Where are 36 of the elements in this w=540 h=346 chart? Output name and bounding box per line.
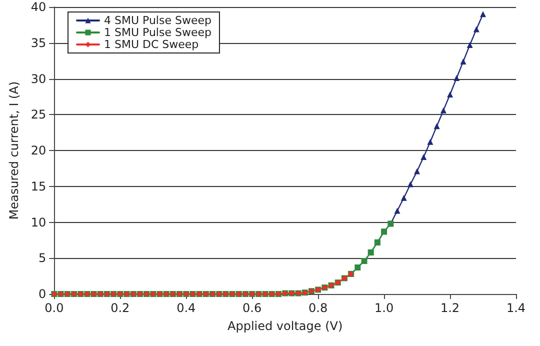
point	[454, 75, 460, 82]
y-tick-label: 40	[30, 0, 46, 14]
point	[427, 138, 434, 145]
point	[466, 42, 473, 48]
y-tick-label: 35	[30, 36, 46, 50]
legend-label: 1 SMU DC Sweep	[104, 38, 199, 51]
x-tick-label: 0.8	[308, 301, 328, 315]
y-axis-title: Measured current, I (A)	[7, 81, 21, 220]
point	[394, 208, 400, 214]
x-tick-label: 0.0	[44, 301, 64, 315]
y-tick-label: 15	[30, 179, 46, 194]
point	[414, 168, 420, 174]
point	[400, 194, 407, 201]
x-tick-label: 0.2	[110, 301, 130, 315]
x-tick-label: 0.6	[242, 301, 262, 315]
legend-label: 1 SMU Pulse Sweep	[104, 26, 212, 39]
point	[473, 26, 480, 32]
y-tick-label: 0	[38, 287, 46, 301]
x-tick-label: 0.4	[176, 301, 196, 315]
x-axis-title: Applied voltage (V)	[228, 319, 343, 333]
x-tick-label: 1.0	[374, 301, 394, 315]
legend-label: 4 SMU Pulse Sweep	[104, 14, 212, 27]
y-tick-label: 30	[30, 72, 46, 86]
point	[460, 58, 466, 65]
point	[407, 181, 414, 188]
point	[447, 92, 454, 98]
x-tick-label: 1.4	[506, 301, 526, 315]
point	[480, 11, 486, 18]
x-tick-label: 1.2	[440, 301, 460, 315]
y-tick-label: 10	[30, 215, 46, 230]
y-tick-label: 20	[30, 144, 46, 158]
point	[434, 123, 440, 130]
y-tick-label: 25	[30, 108, 46, 122]
y-tick-label: 5	[38, 251, 46, 266]
point	[440, 107, 446, 114]
point	[420, 154, 427, 160]
